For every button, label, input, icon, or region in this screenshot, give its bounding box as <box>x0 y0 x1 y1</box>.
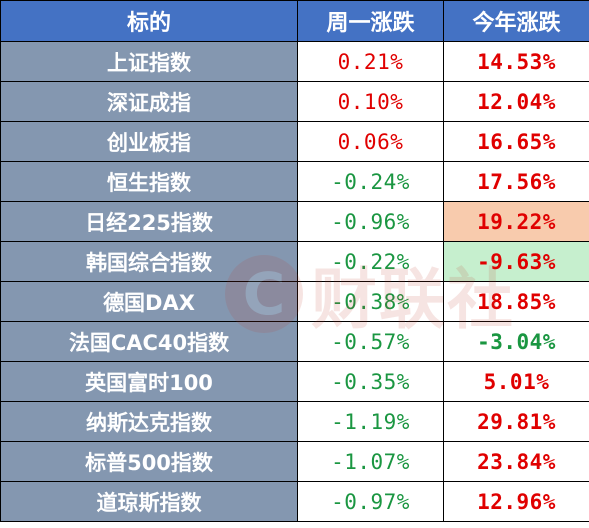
table-row: 道琼斯指数 -0.97% 12.96% <box>0 481 589 522</box>
monday-change-value: 0.10% <box>297 81 444 122</box>
ytd-change-value: -3.04% <box>443 321 589 362</box>
table-row: 法国CAC40指数 -0.57% -3.04% <box>0 321 589 362</box>
ytd-change-value: 16.65% <box>443 121 589 162</box>
monday-change-value: -0.97% <box>297 481 444 522</box>
table-body: 上证指数 0.21% 14.53% 深证成指 0.10% 12.04% 创业板指 0.06% 1… <box>0 41 589 522</box>
ytd-change-value: 14.53% <box>443 41 589 82</box>
ytd-change-value: 17.56% <box>443 161 589 202</box>
table-row: 恒生指数 -0.24% 17.56% <box>0 161 589 202</box>
ytd-change-value: 5.01% <box>443 361 589 402</box>
asset-name: 纳斯达克指数 <box>0 401 298 442</box>
asset-name: 上证指数 <box>0 41 298 82</box>
monday-change-value: -1.19% <box>297 401 444 442</box>
monday-change-value: -0.24% <box>297 161 444 202</box>
table-row: 创业板指 0.06% 16.65% <box>0 121 589 162</box>
table-row: 日经225指数 -0.96% 19.22% <box>0 201 589 242</box>
asset-name: 英国富时100 <box>0 361 298 402</box>
table-row: 韩国综合指数 -0.22% -9.63% <box>0 241 589 282</box>
monday-change-value: -1.07% <box>297 441 444 482</box>
asset-name: 深证成指 <box>0 81 298 122</box>
monday-change-value: -0.35% <box>297 361 444 402</box>
header-ytd-change: 今年涨跌 <box>443 0 589 42</box>
table-row: 英国富时100 -0.35% 5.01% <box>0 361 589 402</box>
monday-change-value: -0.38% <box>297 281 444 322</box>
asset-name: 日经225指数 <box>0 201 298 242</box>
table-row: 上证指数 0.21% 14.53% <box>0 41 589 82</box>
ytd-change-value: 29.81% <box>443 401 589 442</box>
table-row: 标普500指数 -1.07% 23.84% <box>0 441 589 482</box>
header-asset: 标的 <box>0 0 298 42</box>
ytd-change-value: 19.22% <box>443 201 589 242</box>
ytd-change-value: -9.63% <box>443 241 589 282</box>
monday-change-value: -0.96% <box>297 201 444 242</box>
ytd-change-value: 12.96% <box>443 481 589 522</box>
table-row: 深证成指 0.10% 12.04% <box>0 81 589 122</box>
ytd-change-value: 23.84% <box>443 441 589 482</box>
monday-change-value: -0.22% <box>297 241 444 282</box>
ytd-change-value: 12.04% <box>443 81 589 122</box>
monday-change-value: -0.57% <box>297 321 444 362</box>
monday-change-value: 0.21% <box>297 41 444 82</box>
ytd-change-value: 18.85% <box>443 281 589 322</box>
asset-name: 道琼斯指数 <box>0 481 298 522</box>
asset-name: 标普500指数 <box>0 441 298 482</box>
asset-name: 法国CAC40指数 <box>0 321 298 362</box>
table-row: 纳斯达克指数 -1.19% 29.81% <box>0 401 589 442</box>
header-monday-change: 周一涨跌 <box>297 0 444 42</box>
asset-name: 创业板指 <box>0 121 298 162</box>
monday-change-value: 0.06% <box>297 121 444 162</box>
asset-name: 德国DAX <box>0 281 298 322</box>
table-header-row: 标的 周一涨跌 今年涨跌 <box>0 0 589 42</box>
asset-name: 韩国综合指数 <box>0 241 298 282</box>
asset-name: 恒生指数 <box>0 161 298 202</box>
table-row: 德国DAX -0.38% 18.85% <box>0 281 589 322</box>
